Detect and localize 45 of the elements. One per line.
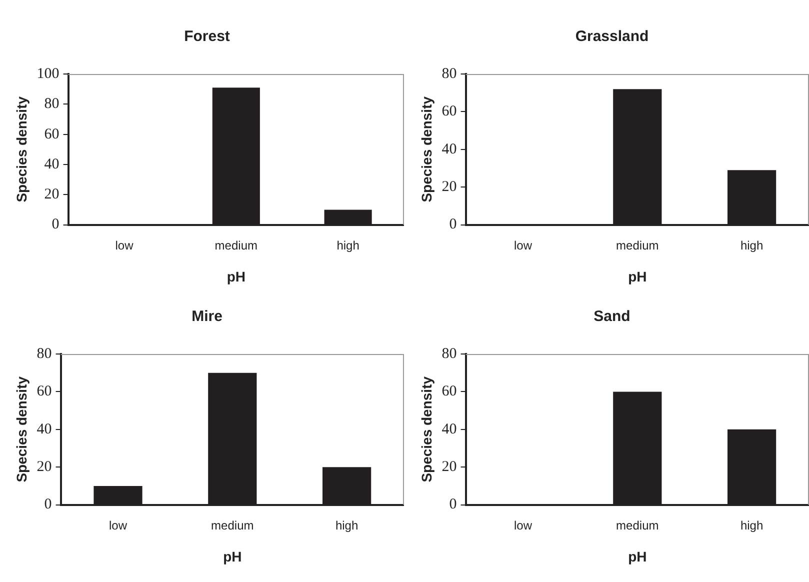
y-axis-title: Species density (418, 96, 434, 202)
y-tick-label: 0 (52, 216, 60, 233)
x-axis-title: pH (226, 268, 246, 284)
x-axis-title: pH (628, 268, 647, 284)
y-tick-label: 0 (449, 496, 457, 513)
x-tick-label: high (335, 518, 358, 532)
y-tick-label: 40 (36, 421, 52, 438)
y-tick-label: 80 (36, 346, 52, 362)
y-tick-label: 80 (442, 346, 457, 362)
y-tick-label: 0 (44, 496, 52, 513)
y-tick-label: 60 (36, 384, 52, 400)
y-axis-title: Species density (418, 376, 434, 482)
y-tick-label: 60 (442, 104, 457, 120)
y-tick-label: 20 (442, 179, 457, 196)
y-tick-label: 40 (44, 156, 60, 172)
x-tick-label: low (514, 238, 532, 252)
x-axis-title: pH (628, 548, 647, 564)
y-tick-label: 60 (442, 384, 457, 400)
y-tick-label: 60 (44, 126, 60, 142)
y-tick-label: 100 (36, 66, 60, 82)
x-tick-label: low (115, 238, 134, 252)
chart-title: Sand (594, 308, 630, 326)
y-tick-label: 20 (36, 459, 52, 476)
x-axis-title: pH (223, 548, 242, 564)
x-tick-label: medium (211, 518, 254, 532)
y-tick-label: 80 (44, 96, 60, 112)
x-tick-label: low (108, 518, 128, 532)
chart-title: Mire (192, 308, 222, 326)
x-tick-label: high (740, 238, 764, 252)
y-tick-label: 20 (44, 186, 60, 203)
x-tick-label: high (740, 518, 764, 532)
y-axis-title: Species density (13, 96, 30, 202)
chart-title: Forest (184, 28, 230, 46)
y-tick-label: 0 (449, 216, 457, 233)
x-tick-label: medium (616, 518, 659, 532)
y-tick-label: 40 (442, 141, 457, 158)
y-tick-label: 40 (442, 421, 457, 438)
chart-title: Grassland (575, 28, 649, 46)
y-axis-title: Species density (13, 376, 30, 482)
y-tick-label: 20 (442, 459, 457, 476)
x-tick-label: high (336, 238, 360, 252)
x-tick-label: low (514, 518, 532, 532)
x-tick-label: medium (214, 238, 258, 252)
x-tick-label: medium (616, 238, 659, 252)
y-tick-label: 80 (442, 66, 457, 82)
